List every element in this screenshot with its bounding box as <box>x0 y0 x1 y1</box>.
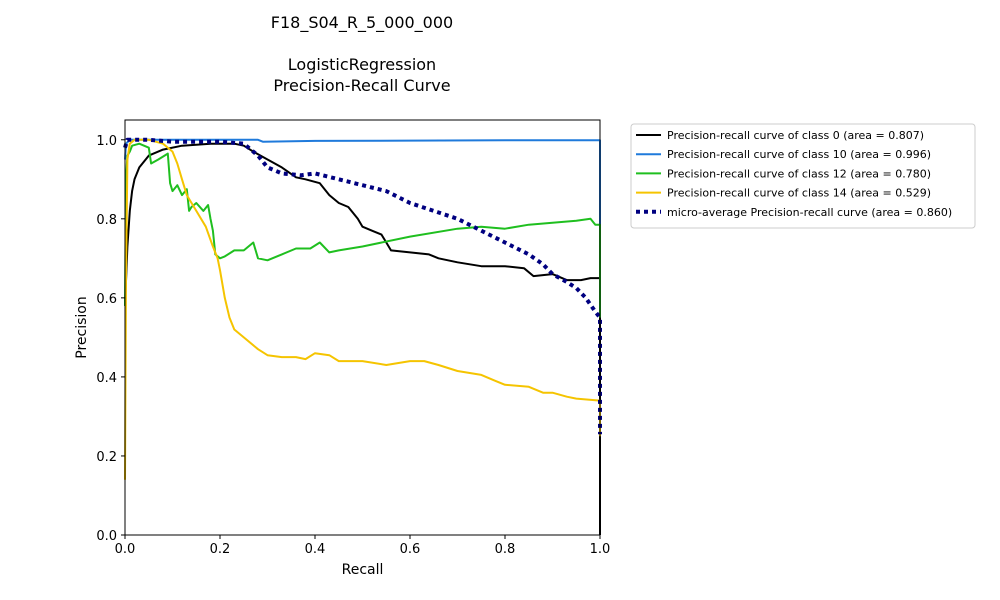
x-axis-label: Recall <box>342 562 384 578</box>
y-tick-label: 1.0 <box>96 134 117 149</box>
x-tick-label: 0.0 <box>115 542 136 557</box>
y-tick-label: 0.2 <box>96 450 117 465</box>
chart-title: F18_S04_R_5_000_000 LogisticRegression P… <box>162 12 562 96</box>
series-line-2 <box>124 142 601 318</box>
legend-box <box>630 123 976 229</box>
y-tick-label: 0.8 <box>96 213 117 228</box>
plot-frame <box>124 119 601 536</box>
y-tick-label: 0.0 <box>96 529 117 544</box>
legend-label-0: Precision-recall curve of class 0 (area … <box>667 129 924 142</box>
legend-label-2: Precision-recall curve of class 12 (area… <box>667 167 931 180</box>
axes-group: 0.0 0.2 0.4 0.6 0.8 1.0 0.0 0.2 0.4 0.6 0.8 1.0 Reca… <box>74 119 611 578</box>
x-tick-label: 0.6 <box>400 542 421 557</box>
chart-title-line-2: LogisticRegression <box>287 55 437 74</box>
x-tick-label: 0.8 <box>495 542 516 557</box>
legend-label-4: micro-average Precision-recall curve (ar… <box>667 206 952 219</box>
x-tick-label: 1.0 <box>590 542 611 557</box>
series-line-0 <box>124 142 601 535</box>
plot-series-group <box>123 137 602 535</box>
series-line-3 <box>124 138 601 480</box>
series-line-4 <box>123 137 602 435</box>
y-tick-label: 0.6 <box>96 292 117 307</box>
y-tick-label: 0.4 <box>96 371 117 386</box>
x-tick-label: 0.2 <box>210 542 231 557</box>
y-axis-label: Precision <box>74 296 90 358</box>
chart-title-line-3: Precision-Recall Curve <box>273 76 451 95</box>
legend-label-3: Precision-recall curve of class 14 (area… <box>667 187 931 200</box>
chart-title-line-1: F18_S04_R_5_000_000 <box>270 13 454 32</box>
legend: Precision-recall curve of class 0 (area … <box>630 123 976 229</box>
legend-label-1: Precision-recall curve of class 10 (area… <box>667 148 931 161</box>
x-tick-label: 0.4 <box>305 542 326 557</box>
